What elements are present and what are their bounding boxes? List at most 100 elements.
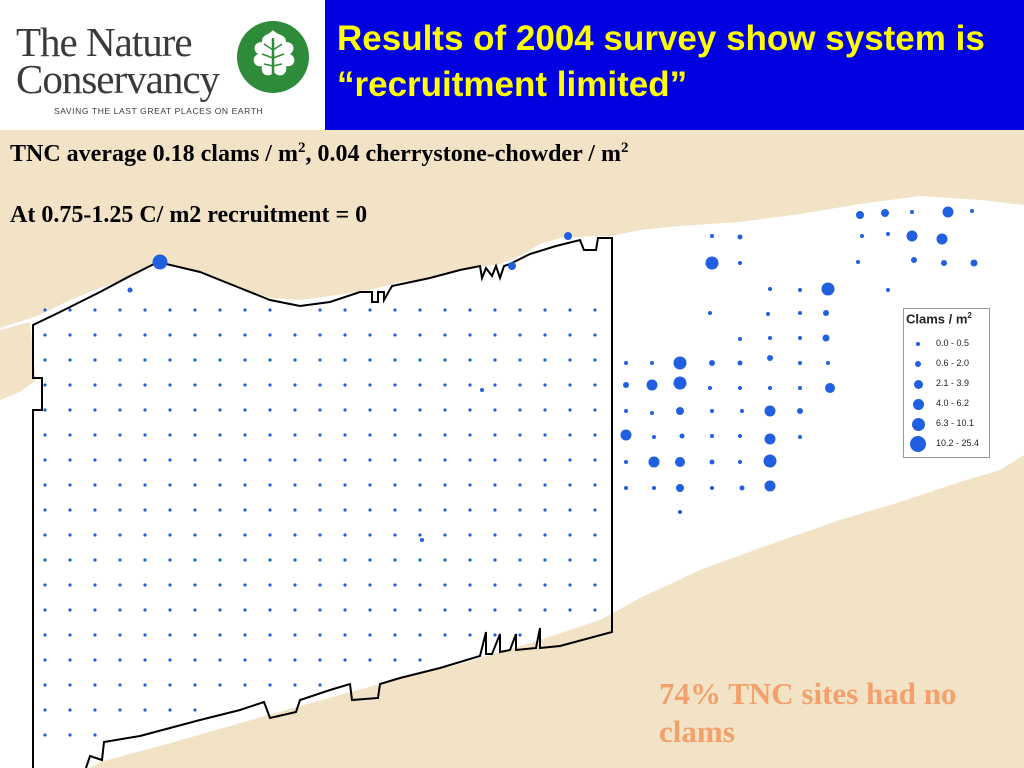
sample-dot [68,683,72,687]
average-statement: TNC average 0.18 clams / m2, 0.04 cherry… [10,140,628,168]
sample-dot [543,333,547,337]
sample-dot [568,508,572,512]
sample-dot [68,508,72,512]
sample-dot [710,434,714,438]
sample-dot [518,458,522,462]
sample-dot [318,508,322,512]
sample-dot [243,633,247,637]
sample-dot [708,311,712,315]
legend-row: 0.6 - 2.0 [904,355,989,375]
sample-dot [93,358,97,362]
sample-dot [393,533,397,537]
sample-dot [143,708,147,712]
sample-dot [468,633,472,637]
sample-dot [493,358,497,362]
sample-dot [508,262,516,270]
sample-dot [646,379,658,391]
sample-dot [68,733,72,737]
sample-dot [127,287,133,293]
sample-dot [343,608,347,612]
sample-dot [798,361,802,365]
logo-wordmark: The Nature Conservancy [16,22,231,100]
sample-dot [493,558,497,562]
sample-dot [518,308,522,312]
sample-dot [856,211,864,219]
sample-dot [343,433,347,437]
sample-dot [118,408,122,412]
sample-dot [518,633,522,637]
sample-dot [568,533,572,537]
sample-dot [218,608,222,612]
sample-dot [218,333,222,337]
sample-dot [43,483,47,487]
sample-dot [68,533,72,537]
average-text-2: , 0.04 cherrystone-chowder / m [305,141,621,167]
sample-dot [468,383,472,387]
sample-dot [93,558,97,562]
sample-dot [293,633,297,637]
sample-dot [343,658,347,662]
sample-dot [368,508,372,512]
sample-dot [318,458,322,462]
sample-dot [593,608,597,612]
sample-dot [143,608,147,612]
sample-dot [593,358,597,362]
sample-dot [368,333,372,337]
sample-dot [43,458,47,462]
sample-dot [43,733,47,737]
sample-dot [468,433,472,437]
legend-title-text: Clams / m [906,311,968,327]
sample-dot [543,308,547,312]
sample-dot [822,334,830,342]
sample-dot [68,583,72,587]
legend-row: 6.3 - 10.1 [904,415,989,435]
sample-dot [650,411,654,415]
sample-dot [43,708,47,712]
sample-dot [418,658,422,662]
sample-dot [493,333,497,337]
sample-dot [593,433,597,437]
sample-dot [318,333,322,337]
sample-dot [193,458,197,462]
sample-dot [143,433,147,437]
sample-dot [568,408,572,412]
sample-dot [168,458,172,462]
sample-dot [93,658,97,662]
sample-dot [568,358,572,362]
sample-dot [493,608,497,612]
sample-dot [118,608,122,612]
sample-dot [493,533,497,537]
sample-dot [243,408,247,412]
sample-dot [143,483,147,487]
legend-label: 0.0 - 0.5 [936,338,970,348]
sample-dot [243,533,247,537]
sample-dot [910,210,914,214]
legend-label: 6.3 - 10.1 [936,418,975,428]
sample-dot [218,433,222,437]
sample-dot [368,383,372,387]
sample-dot [368,433,372,437]
sample-dot [518,383,522,387]
sample-dot [906,230,918,242]
sample-dot [941,260,947,266]
sample-dot [480,388,484,392]
sample-dot [143,658,147,662]
sample-dot [193,683,197,687]
sample-dot [193,558,197,562]
sample-dot [418,358,422,362]
sample-dot [143,583,147,587]
sample-dot [268,383,272,387]
sample-dot [393,433,397,437]
sample-dot [193,433,197,437]
sample-dot [43,533,47,537]
sample-dot [518,483,522,487]
sample-dot [393,658,397,662]
sample-dot [568,583,572,587]
sample-dot [93,333,97,337]
sample-dot [68,708,72,712]
sample-dot [368,408,372,412]
sample-dot [368,533,372,537]
sample-dot [268,508,272,512]
sample-dot [798,336,802,340]
